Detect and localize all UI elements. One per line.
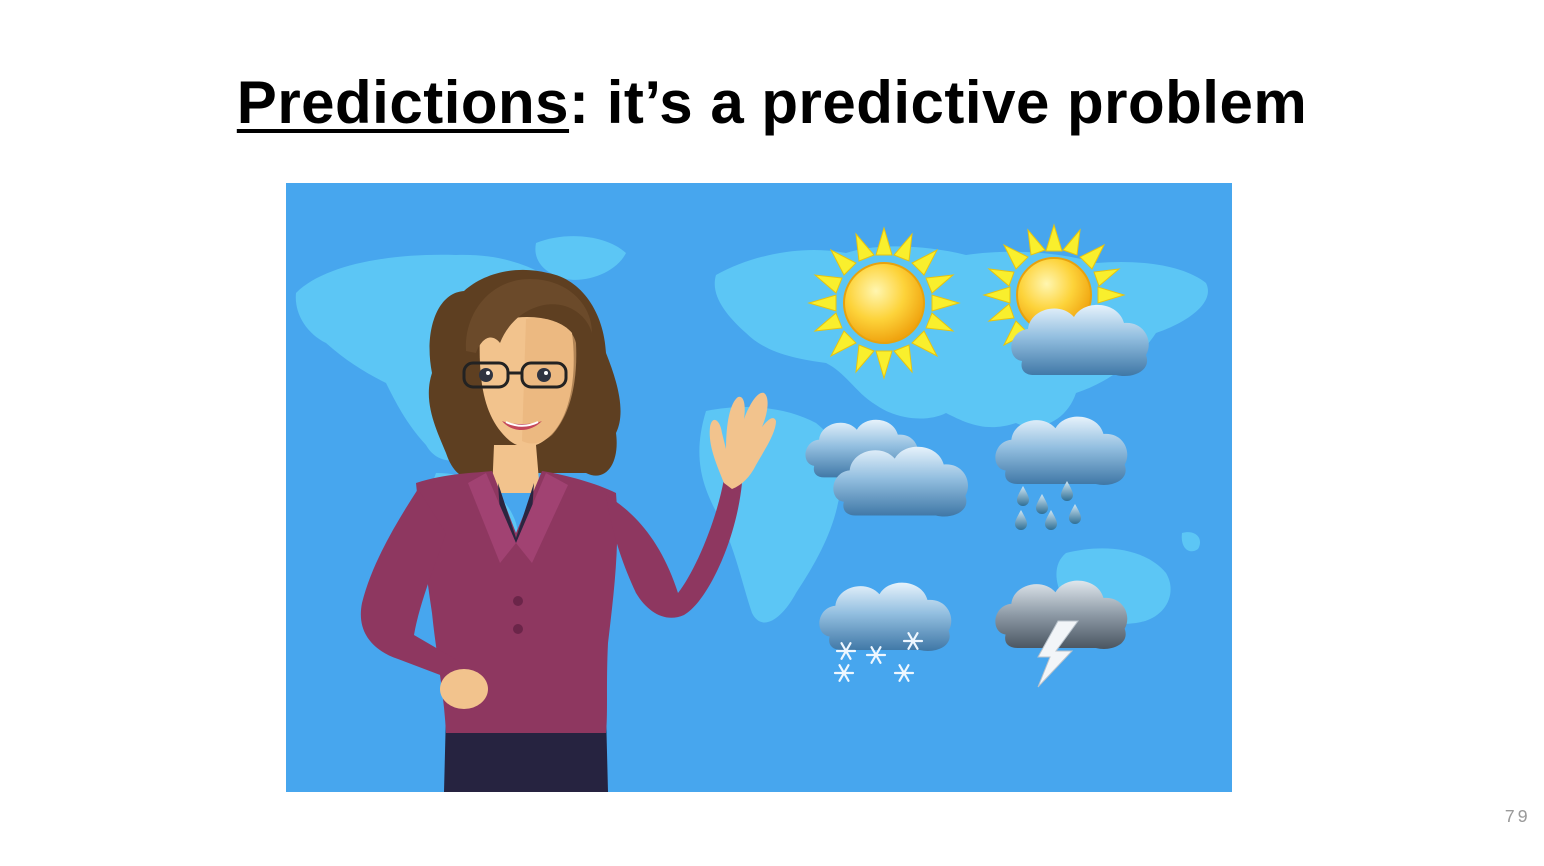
presenter-figure <box>360 269 776 792</box>
title-rest: : it’s a predictive problem <box>569 69 1308 136</box>
title-keyword: Predictions <box>236 69 570 136</box>
page-number: 79 <box>1504 808 1530 828</box>
thunderstorm-icon <box>995 580 1128 688</box>
partly-cloudy-icon <box>982 223 1149 377</box>
sun-icon <box>807 226 961 380</box>
slide-title: Predictions: it’s a predictive problem <box>0 68 1544 137</box>
weather-forecast-illustration <box>286 183 1232 792</box>
